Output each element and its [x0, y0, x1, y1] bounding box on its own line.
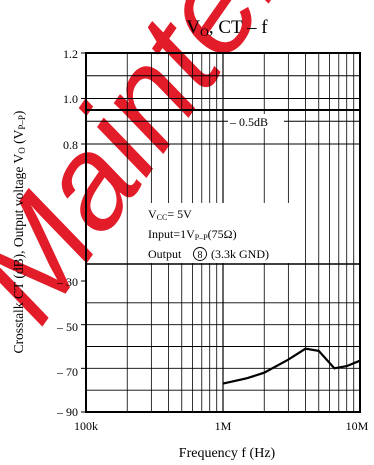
condition-input: Input=1VP–P(75Ω)	[148, 227, 237, 242]
condition-vcc: VCC= 5V	[148, 207, 192, 222]
output-pin-number: 8	[198, 250, 203, 261]
y-tick-label: – 50	[56, 320, 78, 334]
x-axis-label: Frequency f (Hz)	[179, 446, 276, 461]
x-tick-label: 1M	[215, 419, 232, 433]
y-tick-label: 0.8	[63, 138, 78, 152]
y-tick-label: – 70	[56, 365, 78, 379]
series-crosstalk-line	[222, 347, 361, 385]
plot-frame	[85, 52, 361, 413]
x-tick-labels: 100k 1M 10M	[74, 419, 369, 433]
y-tick-labels: 1.2 1.0 0.8 – 30 – 50 – 70 – 90	[56, 47, 78, 419]
watermark-text: Maintenance/Discontinued	[0, 0, 374, 346]
y-tick-label: – 30	[56, 275, 78, 289]
y-tick-label: 1.0	[63, 92, 78, 106]
chart-title: VO, CT – f	[186, 17, 268, 39]
watermark: Maintenance/Discontinued	[0, 0, 374, 346]
output-pin-circle	[193, 247, 207, 261]
condition-output: Output	[148, 247, 182, 261]
level-label-bg	[228, 114, 284, 128]
x-tick-label: 100k	[74, 419, 98, 433]
y-tick-label: – 90	[56, 405, 78, 419]
level-label: – 0.5dB	[229, 115, 268, 129]
y-tick-label: 1.2	[63, 47, 78, 61]
x-tick-label: 10M	[346, 419, 369, 433]
condition-output-load: (3.3k GND)	[211, 247, 269, 261]
conditions-box-bg	[146, 203, 302, 263]
grid	[81, 52, 360, 413]
y-axis-label: Crosstalk CT (dB), Output voltage VO (VP…	[11, 111, 27, 354]
